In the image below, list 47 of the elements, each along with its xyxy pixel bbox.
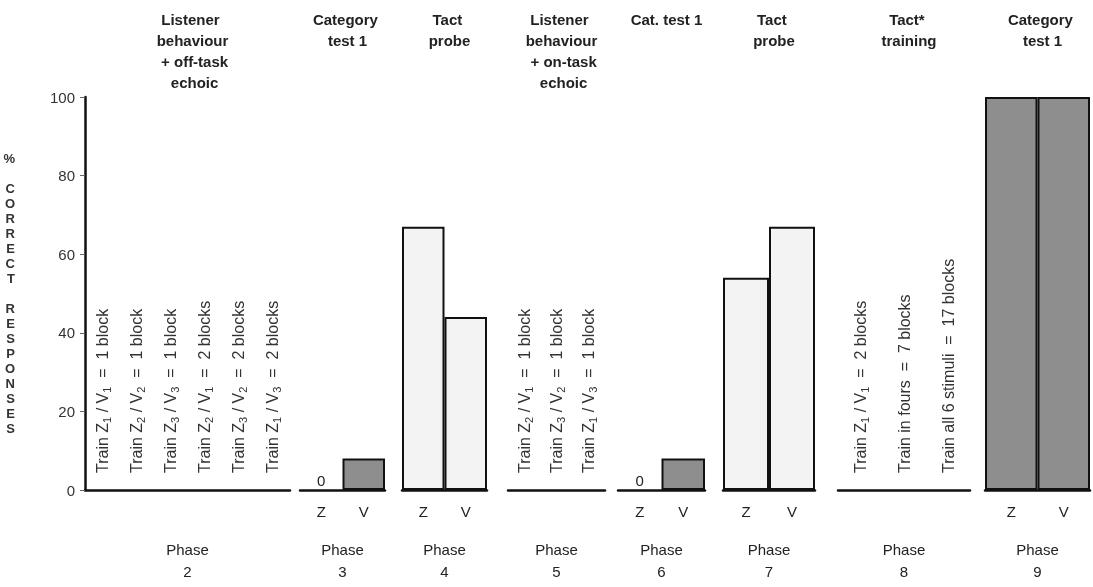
data-label: 0 bbox=[317, 472, 326, 489]
text: Train Z1 / V3 = 1 block bbox=[580, 307, 600, 473]
text: Phase 5 bbox=[535, 540, 578, 580]
text: Listener behaviour + on-task echoic bbox=[525, 11, 598, 91]
y-tick-label: 60 bbox=[58, 245, 75, 263]
annotation: Train Z2 / V1 = 2 blocks bbox=[196, 300, 216, 473]
x-tick-label: Z bbox=[741, 503, 751, 520]
text: Train Z3 / V2 = 1 block bbox=[548, 307, 567, 473]
text: Phase 8 bbox=[882, 540, 926, 580]
y-tick-label: 40 bbox=[58, 324, 75, 342]
chart-title: Category test 1 bbox=[1007, 11, 1078, 49]
x-tick-label: V bbox=[678, 503, 689, 520]
x-axis-title: Phase 4 bbox=[423, 540, 466, 580]
x-tick-label: V bbox=[358, 503, 369, 520]
x-axis-title: Phase 9 bbox=[1016, 540, 1059, 580]
x-tick-label: Z bbox=[418, 503, 428, 520]
x-axis-title: Phase 6 bbox=[640, 540, 683, 580]
x-tick-label: Z bbox=[316, 503, 326, 520]
annotation: Train Z1 / V1 = 1 block bbox=[93, 307, 113, 473]
text: Tact* training bbox=[881, 11, 937, 49]
annotation: Train Z3 / V2 = 2 blocks bbox=[230, 300, 250, 473]
x-axis-title: Phase 2 bbox=[166, 540, 209, 580]
chart-title: Category test 1 bbox=[312, 11, 383, 49]
x-axis-title: Phase 3 bbox=[321, 540, 364, 580]
x-tick-label: V bbox=[786, 503, 798, 520]
annotation: Train Z2 / V2 = 1 block bbox=[127, 307, 147, 473]
chart-title: Tact probe bbox=[753, 11, 795, 49]
x-tick-label: Z bbox=[635, 503, 645, 520]
y-tick-label: 20 bbox=[58, 402, 75, 420]
y-tick-label: 100 bbox=[49, 88, 75, 106]
x-tick-label: Z bbox=[1006, 503, 1016, 520]
chart-title: Cat. test 1 bbox=[630, 11, 703, 28]
data-label: 0 bbox=[635, 472, 644, 489]
x-axis-title: Phase 7 bbox=[747, 540, 791, 580]
text: Train all 6 stimuli = 17 blocks bbox=[939, 258, 957, 473]
chart-title: Listener behaviour + off-task echoic bbox=[156, 11, 229, 91]
chart-title: Tact probe bbox=[428, 11, 471, 49]
annotation: Train Z1 / V3 = 2 blocks bbox=[264, 300, 284, 473]
text: Train Z1 / V1 = 2 blocks bbox=[851, 300, 871, 473]
y-tick-label: 80 bbox=[58, 167, 75, 185]
text: % CORRECT RESPONSES bbox=[3, 151, 15, 436]
y-tick-label: 0 bbox=[66, 481, 75, 499]
text: Train in fours = 7 blocks bbox=[895, 294, 913, 473]
annotation: Train Z3 / V3 = 1 block bbox=[161, 307, 181, 473]
x-tick-label: V bbox=[1058, 503, 1069, 520]
text: Train Z2 / V1 = 1 block bbox=[515, 307, 535, 473]
x-tick-label: V bbox=[460, 503, 471, 520]
